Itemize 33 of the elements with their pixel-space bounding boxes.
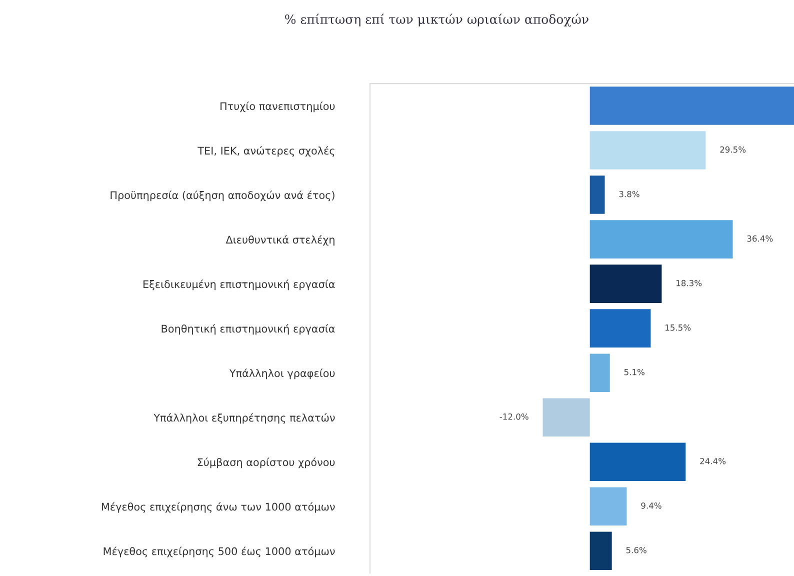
data-label: 36.4%: [747, 235, 773, 242]
data-label: -12.0%: [500, 413, 528, 420]
bar: [590, 309, 651, 348]
y-tick-label: Υπάλληλοι γραφείου: [229, 368, 335, 380]
y-tick-label: Υπάλληλοι εξυπηρέτησης πελατών: [154, 413, 335, 424]
data-label: 29.5%: [720, 146, 746, 153]
data-label: 15.5%: [666, 324, 691, 331]
bar: [590, 487, 627, 526]
bar: [590, 354, 610, 392]
data-label: 5.1%: [624, 368, 644, 376]
y-tick-label: Πτυχίο πανεπιστημίου: [220, 102, 335, 112]
y-tick-label: ΤΕΙ, ΙΕΚ, ανώτερες σχολές: [198, 146, 334, 157]
bar: [590, 131, 706, 170]
y-tick-label: Εξειδικευμένη επιστημονική εργασία: [144, 280, 335, 290]
data-label: 9.4%: [641, 502, 662, 509]
bar: [590, 86, 794, 125]
y-tick-label: Μέγεθος επιχείρησης άνω των 1000 ατόμων: [102, 502, 335, 513]
data-label: 24.4%: [700, 458, 726, 464]
bar: [590, 220, 733, 258]
data-label: 3.8%: [619, 190, 640, 198]
bar: [590, 442, 686, 481]
y-tick-label: Μέγεθος επιχείρησης 500 έως 1000 ατόμων: [104, 546, 335, 558]
data-label: 5.6%: [626, 546, 646, 554]
y-tick-label: Διευθυντικά στελέχη: [226, 235, 334, 246]
bar: [590, 176, 605, 214]
y-tick-label: Βοηθητική επιστημονική εργασία: [162, 324, 335, 335]
y-tick-label: Σύμβαση αορίστου χρόνου: [198, 458, 335, 468]
chart-title: % επίπτωση επί των μικτών ωριαίων αποδοχών: [285, 14, 588, 27]
data-label: 18.3%: [676, 280, 702, 286]
bar: [542, 398, 590, 436]
bar: [590, 264, 662, 303]
y-tick-label: Προϋπηρεσία (αύξηση αποδοχών ανά έτος): [110, 190, 334, 202]
bar: [590, 532, 612, 570]
